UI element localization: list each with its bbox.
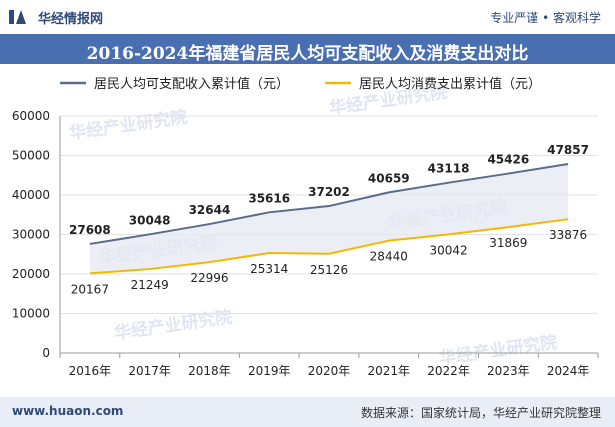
spending-data-label: 25126 [310,263,348,277]
watermark-text: 华经产业研究院 [68,107,189,144]
x-tick-label: 2023年 [487,364,530,378]
income-data-label: 45426 [487,153,529,167]
income-data-label: 43118 [428,162,470,176]
data-labels: 27608 30048 32644 35616 37202 40659 43118 45426… [69,143,589,296]
spending-data-label: 21249 [131,278,169,292]
spending-data-label: 20167 [71,282,109,296]
top-bar: 华经情报网 专业严谨 • 客观科学 [0,0,615,34]
spending-data-label: 22996 [190,271,228,285]
legend-label: 居民人均消费支出累计值（元） [359,76,541,92]
series-layer [89,162,569,275]
legend: 居民人均可支配收入累计值（元） 居民人均消费支出累计值（元） [60,76,541,92]
footer: www.huaon.com 数据来源：国家统计局，华经产业研究院整理 [0,397,615,427]
income-data-label: 27608 [69,223,111,237]
x-tick-label: 2017年 [128,364,171,378]
spending-data-label: 25314 [250,262,288,276]
income-data-label: 40659 [368,171,410,185]
y-tick-label: 60000 [12,109,50,123]
legend-label: 居民人均可支配收入累计值（元） [94,76,289,92]
y-tick-label: 20000 [12,267,50,281]
income-data-label: 32644 [189,203,231,217]
income-data-label: 37202 [308,185,350,199]
x-tick-label: 2021年 [368,364,411,378]
income-series-line [89,162,569,245]
data-source: 数据来源：国家统计局，华经产业研究院整理 [360,406,601,420]
axes: 0 10000 20000 30000 40000 50000 60000 2016年 2017… [12,109,599,378]
spending-data-label: 33876 [549,228,587,242]
x-tick-label: 2016年 [69,364,112,378]
x-tick-label: 2022年 [427,364,470,378]
spending-data-label: 31869 [489,236,527,250]
title-bar: 2016-2024年福建省居民人均可支配收入及消费支出对比 [0,34,615,64]
x-tick-label: 2020年 [308,364,351,378]
income-data-label: 30048 [129,213,171,227]
logo-icon [9,10,26,24]
y-tick-label: 10000 [12,307,50,321]
income-data-label: 47857 [547,143,589,157]
line-chart: 华经产业研究院华经产业研究院华经产业研究院华经产业研究院华经产业研究院华经产业研… [12,76,599,378]
x-tick-label: 2018年 [188,364,231,378]
y-tick-label: 40000 [12,188,50,202]
website-link[interactable]: www.huaon.com [12,404,124,418]
spending-data-label: 30042 [429,243,467,257]
spending-data-label: 28440 [370,250,408,264]
y-tick-label: 50000 [12,149,50,163]
x-tick-label: 2024年 [547,364,590,378]
slogan: 专业严谨 • 客观科学 [490,11,601,25]
y-tick-label: 30000 [12,228,50,242]
gap-area-fill [89,163,569,274]
x-tick-label: 2019年 [248,364,291,378]
spending-series-line [89,218,569,275]
y-tick-label: 0 [42,346,50,360]
income-data-label: 35616 [248,191,290,205]
watermark-text: 华经产业研究院 [113,307,234,344]
brand-name: 华经情报网 [38,12,104,27]
chart-title: 2016-2024年福建省居民人均可支配收入及消费支出对比 [86,44,529,64]
